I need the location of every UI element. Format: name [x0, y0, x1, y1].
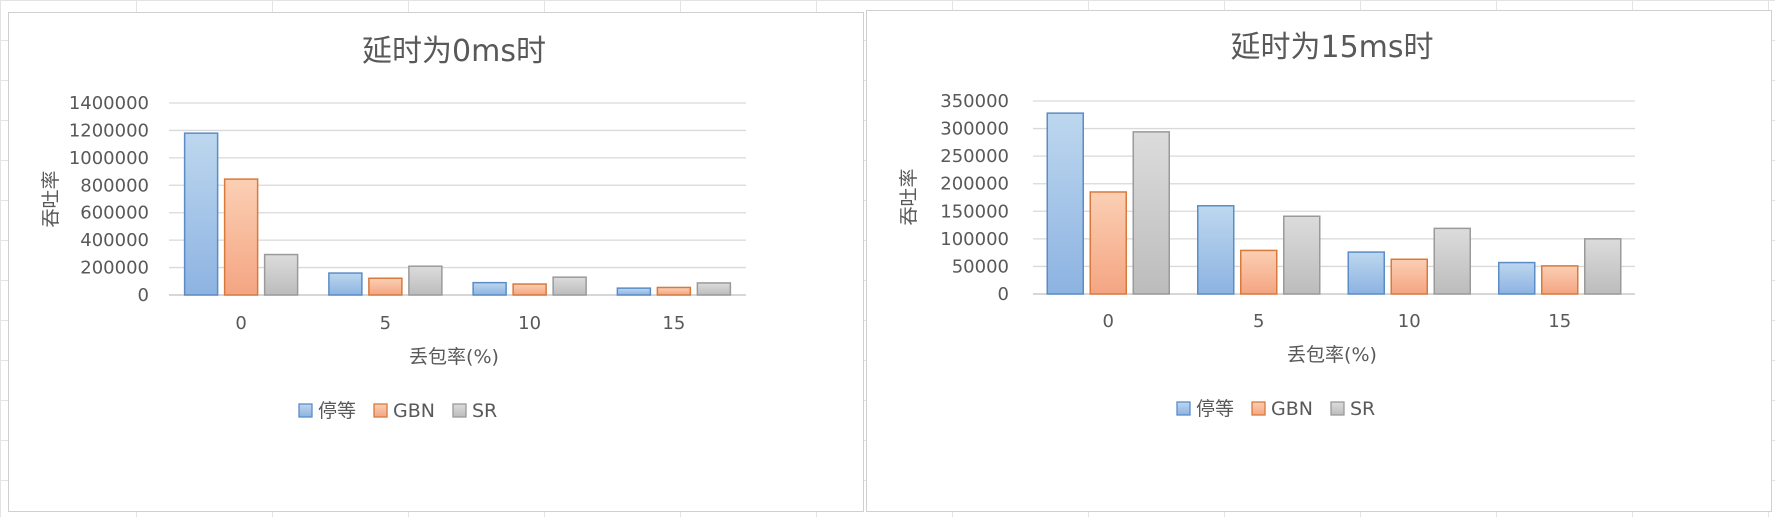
x-tick-label: 15 — [1548, 311, 1571, 332]
y-tick-label: 1200000 — [69, 120, 149, 141]
legend-swatch-2 — [452, 403, 467, 418]
legend-swatch-1 — [373, 403, 388, 418]
y-axis-title: 吞吐率 — [40, 170, 62, 227]
y-tick-label: 0 — [138, 285, 149, 306]
bar-series-2-cat-1 — [408, 265, 443, 296]
x-tick-label: 5 — [1253, 311, 1264, 332]
bar-series-2-cat-0 — [1132, 131, 1170, 295]
y-tick-label: 800000 — [80, 175, 149, 196]
legend-swatch-0 — [298, 403, 313, 418]
bar-series-0-cat-0 — [1046, 112, 1084, 295]
bar-series-2-cat-3 — [696, 282, 732, 296]
x-tick-label: 0 — [235, 313, 246, 334]
y-axis-title: 吞吐率 — [898, 168, 920, 225]
bar-series-2-cat-1 — [1283, 215, 1321, 295]
bar-series-1-cat-0 — [223, 178, 259, 296]
chart-panel-delay-15ms[interactable]: 延时为15ms时 0 50000 100000 150000 200000 250000 30… — [866, 10, 1772, 512]
x-tick-label: 0 — [1103, 311, 1114, 332]
legend-swatch-2 — [1330, 401, 1345, 416]
y-tick-label: 600000 — [80, 203, 149, 224]
y-tick-label: 250000 — [940, 146, 1009, 167]
bar-series-2-cat-2 — [552, 276, 587, 296]
y-tick-label: 50000 — [952, 256, 1009, 277]
y-tick-label: 300000 — [940, 119, 1009, 140]
y-tick-label: 100000 — [940, 229, 1009, 250]
y-tick-label: 150000 — [940, 201, 1009, 222]
legend-label-2: SR — [1350, 398, 1375, 420]
bar-series-1-cat-3 — [656, 286, 692, 296]
legend: 停等 GBN SR — [1176, 398, 1375, 420]
bar-series-0-cat-3 — [1498, 261, 1536, 295]
bar-series-0-cat-0 — [183, 132, 219, 296]
legend-label-1: GBN — [393, 400, 435, 422]
chart-svg-delay-15ms: 延时为15ms时 0 50000 100000 150000 200000 250000 30… — [898, 30, 1635, 420]
x-axis-title: 丢包率(%) — [409, 346, 499, 368]
legend-label-2: SR — [472, 400, 497, 422]
chart-panel-delay-0ms[interactable]: 延时为0ms时 0 200000 400000 600000 800000 1000000 1… — [8, 12, 864, 512]
legend-swatch-1 — [1251, 401, 1266, 416]
bar-series-0-cat-2 — [1347, 251, 1385, 295]
y-tick-label: 1400000 — [69, 93, 149, 114]
legend-label-0: 停等 — [318, 400, 356, 422]
y-tick-label: 1000000 — [69, 148, 149, 169]
chart-title: 延时为0ms时 — [362, 34, 546, 69]
legend-swatch-0 — [1176, 401, 1191, 416]
bar-series-0-cat-1 — [328, 272, 363, 296]
bar-series-0-cat-1 — [1197, 205, 1235, 295]
legend: 停等 GBN SR — [298, 400, 497, 422]
bar-series-2-cat-2 — [1433, 227, 1471, 295]
legend-label-1: GBN — [1271, 398, 1313, 420]
y-tick-label: 200000 — [80, 258, 149, 279]
y-tick-label: 0 — [998, 284, 1009, 305]
bar-series-1-cat-1 — [368, 277, 403, 296]
chart-title: 延时为15ms时 — [1230, 30, 1433, 65]
legend-label-0: 停等 — [1196, 398, 1234, 420]
y-tick-label: 200000 — [940, 174, 1009, 195]
bar-series-2-cat-3 — [1584, 238, 1622, 295]
y-tick-label: 350000 — [940, 91, 1009, 112]
bar-series-2-cat-0 — [263, 253, 299, 296]
bar-series-1-cat-0 — [1089, 191, 1127, 295]
x-tick-label: 15 — [662, 313, 685, 334]
y-tick-label: 400000 — [80, 230, 149, 251]
bar-series-1-cat-3 — [1541, 265, 1579, 295]
chart-svg-delay-0ms: 延时为0ms时 0 200000 400000 600000 800000 1000000 1… — [40, 34, 746, 422]
x-axis-title: 丢包率(%) — [1287, 344, 1377, 366]
x-tick-label: 5 — [380, 313, 391, 334]
x-tick-label: 10 — [518, 313, 541, 334]
bar-series-1-cat-2 — [1390, 258, 1428, 295]
bar-series-0-cat-3 — [616, 287, 652, 296]
bar-series-1-cat-1 — [1240, 249, 1278, 295]
x-tick-label: 10 — [1398, 311, 1421, 332]
bar-series-0-cat-2 — [472, 281, 507, 296]
bar-series-1-cat-2 — [512, 283, 547, 296]
